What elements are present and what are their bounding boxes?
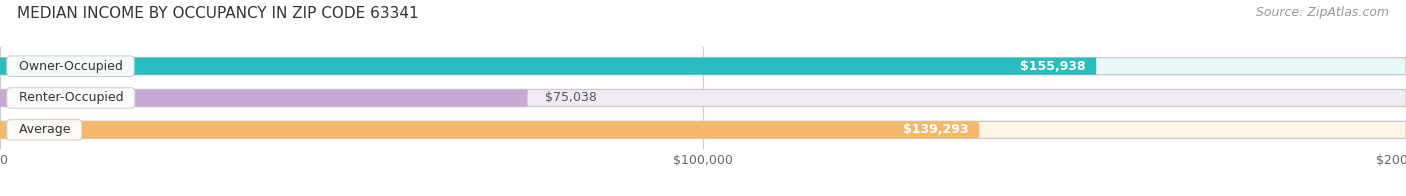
Text: $155,938: $155,938 bbox=[1021, 60, 1085, 73]
FancyBboxPatch shape bbox=[0, 58, 1097, 75]
Text: Renter-Occupied: Renter-Occupied bbox=[11, 92, 131, 104]
FancyBboxPatch shape bbox=[0, 89, 1406, 107]
Text: Owner-Occupied: Owner-Occupied bbox=[11, 60, 131, 73]
Text: $75,038: $75,038 bbox=[546, 92, 598, 104]
FancyBboxPatch shape bbox=[0, 121, 1406, 138]
Text: Source: ZipAtlas.com: Source: ZipAtlas.com bbox=[1256, 6, 1389, 19]
Text: MEDIAN INCOME BY OCCUPANCY IN ZIP CODE 63341: MEDIAN INCOME BY OCCUPANCY IN ZIP CODE 6… bbox=[17, 6, 419, 21]
FancyBboxPatch shape bbox=[0, 58, 1406, 75]
FancyBboxPatch shape bbox=[0, 89, 527, 107]
Text: Average: Average bbox=[11, 123, 79, 136]
FancyBboxPatch shape bbox=[0, 121, 979, 138]
Text: $139,293: $139,293 bbox=[903, 123, 969, 136]
